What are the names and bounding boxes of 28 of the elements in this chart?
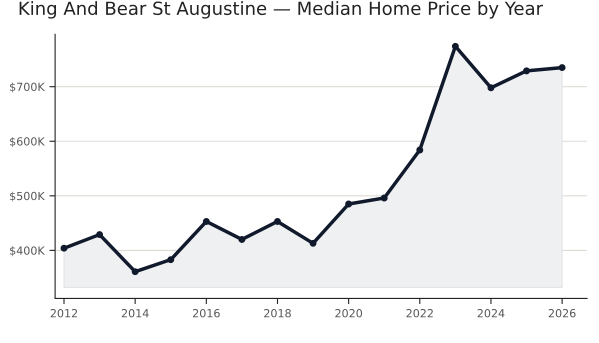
- point: [380, 194, 388, 202]
- x-tick-label: 2012: [50, 309, 78, 318]
- x-tick-label: 2016: [192, 309, 220, 318]
- point: [452, 42, 459, 50]
- x-tick-label: 2014: [122, 309, 149, 318]
- point: [310, 240, 317, 247]
- point: [167, 256, 174, 264]
- y-tick-label: $700K: [10, 82, 45, 93]
- y-tick-label: $500K: [10, 192, 45, 202]
- point: [132, 268, 139, 276]
- x-tick-label: 2024: [478, 309, 504, 318]
- point: [345, 200, 352, 208]
- point: [60, 244, 68, 252]
- point: [238, 236, 246, 243]
- x-tick-label: 2018: [264, 309, 291, 318]
- point: [487, 84, 494, 92]
- y-tick-label: $600K: [10, 137, 45, 148]
- point: [96, 231, 104, 238]
- x-tick-label: 2020: [335, 309, 362, 318]
- point: [202, 218, 210, 225]
- x-tick-label: 2026: [548, 309, 576, 318]
- chart-title: King And Bear St Augustine — Median Home Price by Year: [20, 1, 544, 19]
- point: [274, 218, 281, 225]
- x-tick-label: 2022: [406, 309, 433, 318]
- point: [523, 67, 530, 74]
- point: [416, 146, 424, 154]
- point: [558, 64, 566, 72]
- y-tick-label: $400K: [10, 246, 45, 256]
